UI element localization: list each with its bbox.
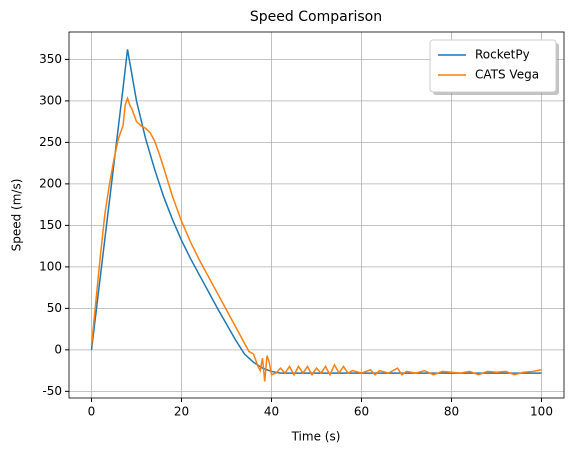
- x-tick-label: 20: [174, 405, 189, 419]
- x-tick-label: 60: [354, 405, 369, 419]
- y-tick-label: 100: [39, 259, 62, 273]
- legend-label: CATS Vega: [475, 68, 539, 82]
- legend-label: RocketPy: [475, 48, 530, 62]
- series-line: [90, 49, 542, 374]
- chart-title: Speed Comparison: [250, 9, 382, 25]
- y-axis-label: Speed (m/s): [10, 179, 24, 252]
- y-tick-label: 350: [39, 52, 62, 66]
- x-tick-label: 40: [264, 405, 279, 419]
- x-tick-label: 100: [530, 405, 553, 419]
- y-tick-label: 150: [39, 218, 62, 232]
- x-tick-label: 80: [444, 405, 459, 419]
- x-axis-label: Time (s): [291, 430, 341, 444]
- series-line: [90, 96, 542, 382]
- y-tick-label: 300: [39, 93, 62, 107]
- y-tick-label: 200: [39, 176, 62, 190]
- axes-frame: [68, 31, 565, 399]
- y-tick-label: 50: [47, 301, 62, 315]
- y-tick-label: 0: [54, 342, 62, 356]
- legend: [429, 39, 557, 93]
- x-tick-label: 0: [88, 405, 96, 419]
- y-tick-label: -50: [42, 384, 62, 398]
- y-tick-label: 250: [39, 135, 62, 149]
